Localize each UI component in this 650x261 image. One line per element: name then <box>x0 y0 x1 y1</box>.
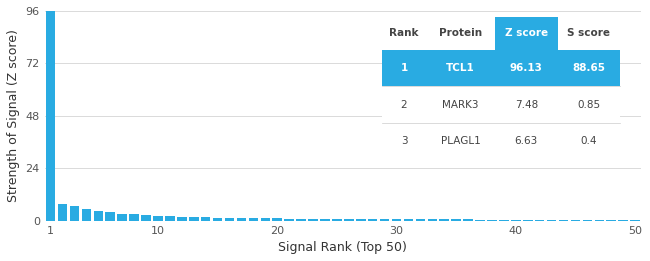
Bar <box>237 218 246 221</box>
Bar <box>428 219 437 221</box>
Bar <box>189 217 198 221</box>
Bar <box>382 86 426 123</box>
Bar <box>320 219 330 221</box>
Bar <box>404 219 413 221</box>
Bar <box>495 86 558 123</box>
Bar <box>547 220 556 221</box>
Bar <box>582 220 592 221</box>
Bar <box>535 220 545 221</box>
Text: S score: S score <box>567 28 610 38</box>
Bar <box>382 123 426 160</box>
Text: 0.85: 0.85 <box>577 100 601 110</box>
Bar <box>248 218 258 221</box>
Bar <box>488 220 497 221</box>
Bar <box>165 216 175 221</box>
Bar <box>118 214 127 221</box>
Bar <box>439 220 449 221</box>
Bar <box>356 219 365 221</box>
Bar <box>201 217 211 221</box>
Bar <box>495 17 558 50</box>
Text: 1: 1 <box>400 63 408 73</box>
Bar <box>82 209 91 221</box>
Bar <box>225 218 234 221</box>
X-axis label: Signal Rank (Top 50): Signal Rank (Top 50) <box>278 241 408 254</box>
Bar <box>558 86 620 123</box>
Bar <box>58 204 68 221</box>
Text: PLAGL1: PLAGL1 <box>441 137 480 146</box>
Text: 7.48: 7.48 <box>515 100 538 110</box>
Bar <box>558 50 620 86</box>
Text: 2: 2 <box>400 100 408 110</box>
Bar <box>499 220 509 221</box>
Bar <box>344 219 354 221</box>
Bar <box>618 220 628 221</box>
Text: Rank: Rank <box>389 28 419 38</box>
Text: 3: 3 <box>400 137 408 146</box>
Bar <box>426 86 495 123</box>
Text: 6.63: 6.63 <box>515 137 538 146</box>
Text: MARK3: MARK3 <box>443 100 479 110</box>
Bar <box>415 219 425 221</box>
Bar <box>630 220 640 221</box>
Text: Protein: Protein <box>439 28 482 38</box>
Bar <box>382 17 426 50</box>
Y-axis label: Strength of Signal (Z score): Strength of Signal (Z score) <box>7 29 20 202</box>
Text: Z score: Z score <box>504 28 548 38</box>
Bar <box>213 218 222 221</box>
Bar <box>296 219 306 221</box>
Text: TCL1: TCL1 <box>447 63 475 73</box>
Bar <box>380 219 389 221</box>
Bar <box>475 220 485 221</box>
Bar <box>495 123 558 160</box>
Bar <box>451 220 461 221</box>
Bar <box>368 219 378 221</box>
Bar <box>285 218 294 221</box>
Bar <box>426 50 495 86</box>
Bar <box>129 214 139 221</box>
Bar <box>332 219 342 221</box>
Bar <box>105 212 115 221</box>
Bar <box>177 217 187 221</box>
Bar <box>272 218 282 221</box>
Text: 96.13: 96.13 <box>510 63 543 73</box>
Bar <box>558 123 620 160</box>
Text: 0.4: 0.4 <box>580 137 597 146</box>
Bar <box>382 50 426 86</box>
Bar <box>463 220 473 221</box>
Bar <box>595 220 604 221</box>
Bar <box>261 218 270 221</box>
Bar <box>308 219 318 221</box>
Text: 88.65: 88.65 <box>573 63 605 73</box>
Bar <box>495 50 558 86</box>
Bar <box>559 220 568 221</box>
Bar <box>523 220 532 221</box>
Bar <box>426 123 495 160</box>
Bar <box>153 216 162 221</box>
Bar <box>606 220 616 221</box>
Bar <box>46 11 55 221</box>
Bar <box>426 17 495 50</box>
Bar <box>511 220 521 221</box>
Bar <box>571 220 580 221</box>
Bar <box>70 206 79 221</box>
Bar <box>392 219 401 221</box>
Bar <box>94 211 103 221</box>
Bar <box>558 17 620 50</box>
Bar <box>141 215 151 221</box>
